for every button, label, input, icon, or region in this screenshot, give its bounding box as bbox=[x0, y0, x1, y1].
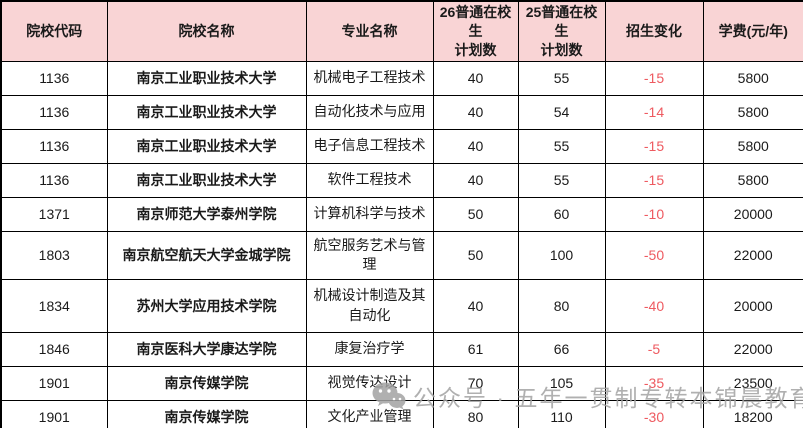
table-row: 1371 南京师范大学泰州学院 计算机科学与技术 50 60 -10 20000 bbox=[0, 196, 803, 232]
table-row: 1834 苏州大学应用技术学院 机械设计制造及其自动化 40 80 -40 20… bbox=[0, 278, 803, 333]
cell-plan26: 80 bbox=[432, 399, 519, 428]
cell-code: 1136 bbox=[0, 60, 108, 96]
cell-code: 1371 bbox=[0, 196, 108, 232]
column-header-code: 院校代码 bbox=[0, 0, 108, 62]
cell-change: -5 bbox=[604, 331, 704, 367]
cell-code: 1901 bbox=[0, 365, 108, 401]
table-row: 1136 南京工业职业技术大学 电子信息工程技术 40 55 -15 5800 bbox=[0, 128, 803, 164]
cell-college-name: 南京工业职业技术大学 bbox=[106, 128, 307, 164]
table-row: 1901 南京传媒学院 视觉传达设计 70 105 -35 23500 bbox=[0, 365, 803, 401]
cell-college-name: 南京工业职业技术大学 bbox=[106, 162, 307, 198]
cell-college-name: 南京师范大学泰州学院 bbox=[106, 196, 307, 232]
cell-code: 1901 bbox=[0, 399, 108, 428]
cell-change: -40 bbox=[604, 278, 704, 333]
table-row: 1136 南京工业职业技术大学 软件工程技术 40 55 -15 5800 bbox=[0, 162, 803, 198]
cell-code: 1834 bbox=[0, 278, 108, 333]
cell-college-name: 南京工业职业技术大学 bbox=[106, 94, 307, 130]
cell-change: -15 bbox=[604, 60, 704, 96]
cell-major: 文化产业管理 bbox=[305, 399, 434, 428]
cell-plan25: 55 bbox=[517, 128, 606, 164]
cell-major: 电子信息工程技术 bbox=[305, 128, 434, 164]
cell-change: -35 bbox=[604, 365, 704, 401]
cell-code: 1846 bbox=[0, 331, 108, 367]
cell-fee: 5800 bbox=[702, 60, 803, 96]
cell-college-name: 苏州大学应用技术学院 bbox=[106, 278, 307, 333]
cell-major: 康复治疗学 bbox=[305, 331, 434, 367]
cell-plan25: 55 bbox=[517, 60, 606, 96]
cell-plan25: 55 bbox=[517, 162, 606, 198]
cell-fee: 5800 bbox=[702, 94, 803, 130]
cell-fee: 18200 bbox=[702, 399, 803, 428]
column-header-fee: 学费(元/年) bbox=[702, 0, 803, 62]
cell-change: -50 bbox=[604, 230, 704, 280]
cell-plan26: 40 bbox=[432, 60, 519, 96]
cell-fee: 22000 bbox=[702, 230, 803, 280]
cell-change: -14 bbox=[604, 94, 704, 130]
cell-plan25: 66 bbox=[517, 331, 606, 367]
cell-plan26: 50 bbox=[432, 230, 519, 280]
cell-plan26: 40 bbox=[432, 94, 519, 130]
cell-fee: 22000 bbox=[702, 331, 803, 367]
cell-major: 自动化技术与应用 bbox=[305, 94, 434, 130]
cell-college-name: 南京传媒学院 bbox=[106, 399, 307, 428]
column-header-plan26: 26普通在校生 计划数 bbox=[432, 0, 519, 62]
cell-plan25: 60 bbox=[517, 196, 606, 232]
table-row: 1846 南京医科大学康达学院 康复治疗学 61 66 -5 22000 bbox=[0, 331, 803, 367]
table-row: 1136 南京工业职业技术大学 机械电子工程技术 40 55 -15 5800 bbox=[0, 60, 803, 96]
cell-major: 视觉传达设计 bbox=[305, 365, 434, 401]
cell-plan25: 105 bbox=[517, 365, 606, 401]
cell-plan25: 100 bbox=[517, 230, 606, 280]
column-header-major: 专业名称 bbox=[305, 0, 434, 62]
table-row: 1136 南京工业职业技术大学 自动化技术与应用 40 54 -14 5800 bbox=[0, 94, 803, 130]
cell-fee: 5800 bbox=[702, 128, 803, 164]
table-row: 1901 南京传媒学院 文化产业管理 80 110 -30 18200 bbox=[0, 399, 803, 428]
cell-code: 1803 bbox=[0, 230, 108, 280]
cell-code: 1136 bbox=[0, 94, 108, 130]
cell-fee: 5800 bbox=[702, 162, 803, 198]
column-header-plan25: 25普通在校生 计划数 bbox=[517, 0, 606, 62]
cell-major: 航空服务艺术与管理 bbox=[305, 230, 434, 280]
column-header-change: 招生变化 bbox=[604, 0, 704, 62]
cell-fee: 20000 bbox=[702, 196, 803, 232]
cell-plan26: 40 bbox=[432, 128, 519, 164]
cell-plan26: 61 bbox=[432, 331, 519, 367]
cell-plan26: 50 bbox=[432, 196, 519, 232]
cell-code: 1136 bbox=[0, 162, 108, 198]
cell-fee: 20000 bbox=[702, 278, 803, 333]
cell-plan25: 54 bbox=[517, 94, 606, 130]
header-row: 院校代码 院校名称 专业名称 26普通在校生 计划数 25普通在校生 计划数 招… bbox=[0, 0, 803, 62]
cell-plan25: 110 bbox=[517, 399, 606, 428]
cell-major: 机械电子工程技术 bbox=[305, 60, 434, 96]
cell-major: 机械设计制造及其自动化 bbox=[305, 278, 434, 333]
cell-change: -10 bbox=[604, 196, 704, 232]
cell-major: 计算机科学与技术 bbox=[305, 196, 434, 232]
cell-change: -15 bbox=[604, 128, 704, 164]
cell-plan26: 40 bbox=[432, 162, 519, 198]
cell-college-name: 南京工业职业技术大学 bbox=[106, 60, 307, 96]
cell-change: -15 bbox=[604, 162, 704, 198]
column-header-name: 院校名称 bbox=[106, 0, 307, 62]
cell-plan26: 40 bbox=[432, 278, 519, 333]
table-row: 1803 南京航空航天大学金城学院 航空服务艺术与管理 50 100 -50 2… bbox=[0, 230, 803, 280]
cell-college-name: 南京医科大学康达学院 bbox=[106, 331, 307, 367]
cell-plan26: 70 bbox=[432, 365, 519, 401]
cell-fee: 23500 bbox=[702, 365, 803, 401]
cell-college-name: 南京传媒学院 bbox=[106, 365, 307, 401]
cell-plan25: 80 bbox=[517, 278, 606, 333]
cell-college-name: 南京航空航天大学金城学院 bbox=[106, 230, 307, 280]
cell-code: 1136 bbox=[0, 128, 108, 164]
cell-change: -30 bbox=[604, 399, 704, 428]
cell-major: 软件工程技术 bbox=[305, 162, 434, 198]
